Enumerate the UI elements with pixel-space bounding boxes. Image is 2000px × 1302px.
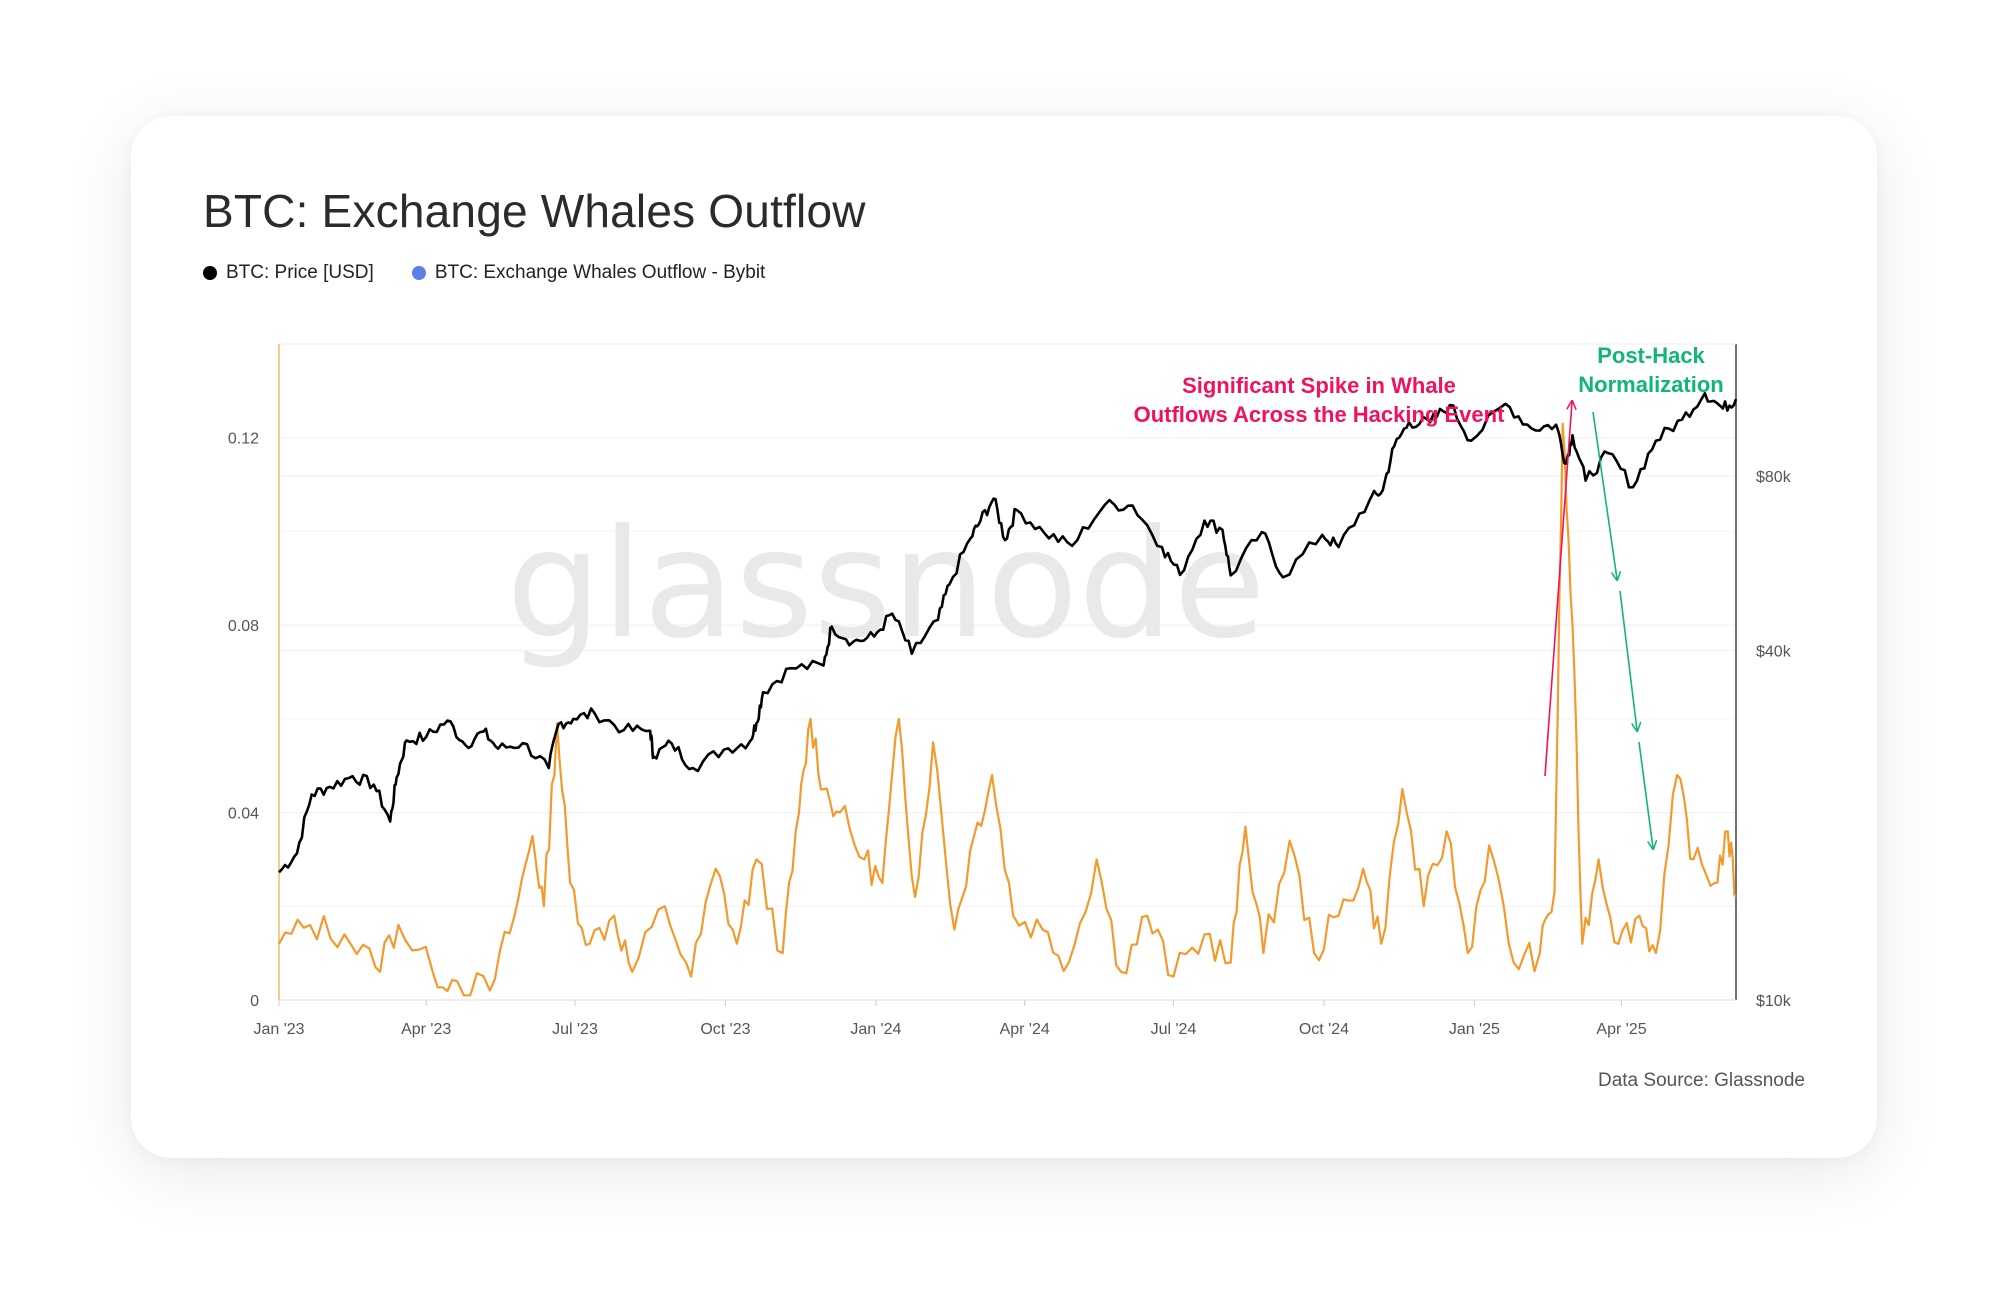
annotation-normal-line2: Normalization [1578,372,1723,397]
series-line-price [278,392,1738,874]
y-left-tick-label: 0.08 [228,618,259,635]
y-left-tick-label: 0.12 [228,431,259,448]
chart-title: BTC: Exchange Whales Outflow [203,185,866,237]
y-right-tick-label: $10k [1756,993,1792,1010]
x-tick-label: Apr '25 [1596,1021,1646,1038]
right-axis: $10k $40k $80k [1756,469,1792,1010]
legend: BTC: Price [USD] BTC: Exchange Whales Ou… [203,262,765,284]
legend-marker-price [203,266,217,280]
x-tick-label: Jan '24 [850,1021,901,1038]
x-tick-label: Jul '24 [1151,1021,1197,1038]
y-right-tick-label: $40k [1756,644,1792,661]
annotation-spike: Significant Spike in Whale Outflows Acro… [1134,373,1572,777]
y-left-tick-label: 0.04 [228,806,259,823]
annotation-normal-arrow-2 [1619,590,1637,730]
annotation-spike-line1: Significant Spike in Whale [1182,373,1456,398]
annotation-normalization: Post-Hack Normalization [1578,343,1724,848]
series-line-outflow [278,422,1737,997]
left-axis: 0 0.04 0.08 0.12 [228,431,259,1010]
annotation-normal-arrow-1 [1592,411,1617,579]
watermark: glassnode [506,498,1265,672]
y-left-tick-label: 0 [250,993,259,1010]
y-right-tick-label: $80k [1756,469,1792,486]
legend-item-outflow[interactable]: BTC: Exchange Whales Outflow - Bybit [411,262,766,284]
chart-card: BTC: Exchange Whales Outflow BTC: Price … [131,116,1877,1158]
annotation-normal-line1: Post-Hack [1597,343,1705,368]
annotation-spike-arrow [1544,402,1572,777]
legend-label-price: BTC: Price [USD] [226,262,374,283]
legend-marker-outflow [411,266,426,280]
x-tick-label: Apr '24 [1000,1021,1050,1038]
x-tick-label: Apr '23 [401,1021,451,1038]
legend-item-price[interactable]: BTC: Price [USD] [203,262,374,284]
x-tick-label: Oct '24 [1299,1021,1349,1038]
x-tick-label: Jan '23 [253,1021,304,1038]
chart-plot: glassnode 0 0.04 0.08 0.12 $10k $40k $80k Jan… [228,343,1792,1038]
legend-label-outflow: BTC: Exchange Whales Outflow - Bybit [434,262,766,283]
annotation-normal-arrow-3 [1638,741,1653,848]
data-source: Data Source: Glassnode [1597,1070,1805,1091]
x-tick-label: Jul '23 [552,1021,598,1038]
x-axis: Jan '23 Apr '23 Jul '23 Oct '23 Jan '24 Apr '… [253,1000,1647,1038]
annotation-spike-line2: Outflows Across the Hacking Event [1134,402,1505,427]
x-tick-label: Jan '25 [1449,1021,1500,1038]
x-tick-label: Oct '23 [700,1021,750,1038]
